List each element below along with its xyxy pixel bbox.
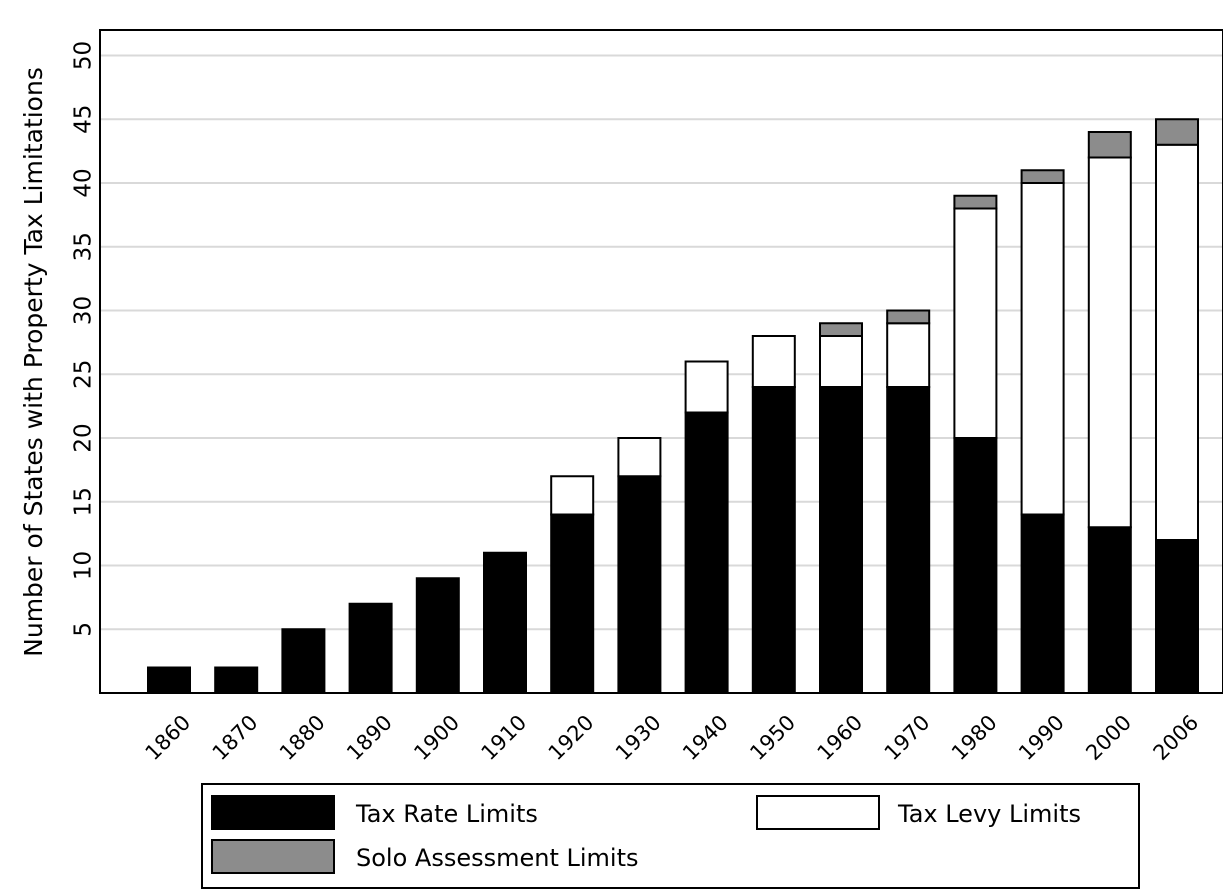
y-tick-label: 50 [71,41,97,70]
bar-segment-tax-rate [415,577,460,694]
bars [147,118,1199,694]
bar-segment-tax-rate [886,386,931,694]
y-tick-label: 20 [71,423,97,452]
bar-segment-solo-assessment [819,322,863,337]
gridlines [100,54,1223,631]
bar-segment-tax-rate [348,602,393,694]
x-tick-label: 1930 [611,710,666,765]
bar-segment-tax-rate [214,666,259,694]
legend: Tax Rate Limits Tax Levy Limits Solo Asses… [201,783,1140,889]
x-tick-label: 1860 [141,710,196,765]
legend-tax-levy-label: Tax Levy Limits [897,800,1081,828]
y-tick-label: 25 [71,360,97,389]
bar-segment-tax-rate [819,386,863,694]
y-tick-label: 40 [71,168,97,197]
bar-segment-tax-levy [550,475,595,516]
bar-segment-tax-rate [1087,526,1132,694]
bar-segment-tax-levy [1155,143,1199,541]
x-tick-label: 1900 [409,710,464,765]
legend-tax-levy-swatch [756,795,880,830]
bar-segment-tax-levy [617,437,662,478]
x-tick-label: 2000 [1081,710,1136,765]
bar-segment-tax-rate [550,513,595,694]
bar-segment-tax-rate [281,628,326,694]
y-axis-label: Number of States with Property Tax Limit… [19,67,48,657]
bar-segment-solo-assessment [953,194,998,210]
bar-segment-tax-levy [953,207,998,439]
x-tick-label: 1890 [342,710,397,765]
bar-segment-tax-rate [617,475,662,694]
x-tick-label: 1910 [477,710,532,765]
y-tick-label: 35 [71,232,97,261]
bar-segment-solo-assessment [886,309,931,325]
legend-solo-assessment-swatch [211,839,335,874]
y-tick-label: 5 [71,622,97,637]
x-tick-label: 1870 [208,710,263,765]
x-axis-ticks: 1860 1870 1880 1890 1900 1910 1920 1930 1940 1950… [141,710,1204,765]
bar-segment-tax-levy [819,335,863,388]
bar-segment-solo-assessment [1155,118,1199,146]
legend-frame [201,783,1140,889]
bar-segment-tax-levy [1020,182,1065,516]
plot-frame [99,29,1223,694]
y-axis-ticks: 5 10 15 20 25 30 35 40 45 50 [71,41,97,637]
bar-segment-tax-levy [886,322,931,388]
x-tick-label: 1880 [275,710,330,765]
x-tick-label: 1950 [745,710,800,765]
bar-segment-solo-assessment [1020,169,1065,184]
legend-tax-rate-swatch [211,795,335,830]
bar-segment-tax-rate [751,386,796,694]
y-tick-label: 15 [71,487,97,516]
bar-segment-tax-rate [953,437,998,694]
x-tick-label: 1970 [880,710,935,765]
legend-tax-rate-label: Tax Rate Limits [355,800,538,828]
y-tick-label: 30 [71,296,97,325]
x-tick-label: 1960 [813,710,868,765]
y-tick-label: 10 [71,551,97,580]
bar-segment-tax-rate [1020,513,1065,694]
bar-segment-tax-rate [1155,539,1199,694]
y-tick-label: 45 [71,105,97,134]
bar-segment-tax-levy [751,335,796,388]
x-tick-label: 1990 [1014,710,1069,765]
x-tick-label: 1940 [678,710,733,765]
legend-solo-assessment-label: Solo Assessment Limits [356,844,639,872]
bar-segment-tax-levy [1087,156,1132,529]
x-tick-label: 1980 [947,710,1002,765]
bar-segment-tax-rate [147,666,191,694]
bar-segment-tax-rate [483,551,527,694]
bar-segment-tax-rate [684,411,729,694]
bar-segment-solo-assessment [1087,131,1132,159]
x-tick-label: 1920 [544,710,599,765]
x-tick-label: 2006 [1149,710,1204,765]
bar-segment-tax-levy [684,360,729,414]
